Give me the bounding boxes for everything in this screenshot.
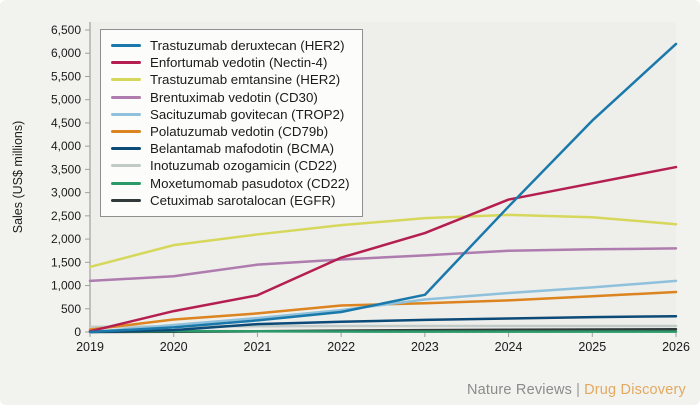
x-tick-label: 2026 (662, 340, 690, 354)
legend-label: Cetuximab sarotalocan (EGFR) (150, 192, 336, 208)
x-tick-label: 2022 (327, 340, 355, 354)
legend-item: Sacituzumab govitecan (TROP2) (111, 106, 350, 123)
x-tick-label: 2020 (160, 340, 188, 354)
legend-label: Trastuzumab emtansine (HER2) (150, 72, 341, 88)
y-tick-label: 3,500 (51, 162, 81, 176)
legend-swatch (111, 130, 141, 134)
x-tick-label: 2023 (411, 340, 439, 354)
x-tick-label: 2025 (578, 340, 606, 354)
legend-swatch (111, 44, 141, 48)
y-tick-label: 0 (74, 325, 81, 339)
y-tick-label: 1,000 (51, 279, 81, 293)
legend-label: Inotuzumab ozogamicin (CD22) (150, 158, 337, 174)
series-line-brentuximab-vedotin-cd30 (88, 247, 678, 283)
legend-label: Belantamab mafodotin (BCMA) (150, 141, 335, 157)
series-line-enfortumab-vedotin-nectin-4 (88, 165, 678, 333)
legend-label: Sacituzumab govitecan (TROP2) (150, 106, 345, 122)
journal-name: Nature Reviews (466, 382, 573, 398)
legend-label: Enfortumab vedotin (Nectin-4) (150, 55, 328, 71)
series-line-trastuzumab-deruxtecan-her2 (88, 42, 678, 334)
x-tick-label: 2024 (495, 340, 523, 354)
y-tick-label: 1,500 (51, 255, 81, 269)
legend-swatch (111, 78, 141, 82)
legend-item: Cetuximab sarotalocan (EGFR) (111, 192, 350, 209)
journal-section: Drug Discovery (584, 382, 686, 398)
y-tick-label: 500 (61, 302, 81, 316)
legend-item: Polatuzumab vedotin (CD79b) (111, 123, 350, 140)
y-tick-label: 4,500 (51, 116, 81, 130)
y-tick-label: 4,000 (51, 139, 81, 153)
y-tick-label: 5,000 (51, 93, 81, 107)
legend-item: Trastuzumab emtansine (HER2) (111, 71, 350, 88)
y-tick-label: 2,500 (51, 209, 81, 223)
series-line-belantamab-mafodotin-bcma (88, 314, 678, 334)
y-tick-label: 5,500 (51, 69, 81, 83)
y-tick-label: 2,000 (51, 232, 81, 246)
series-line-trastuzumab-emtansine-her2 (88, 213, 678, 269)
bottom-strip (0, 405, 700, 415)
legend-label: Trastuzumab deruxtecan (HER2) (150, 38, 345, 54)
legend-item: Trastuzumab deruxtecan (HER2) (111, 37, 350, 54)
legend-swatch (111, 61, 141, 65)
legend-swatch (111, 147, 141, 151)
legend-label: Brentuximab vedotin (CD30) (150, 89, 318, 105)
legend-swatch (111, 95, 141, 99)
legend-item: Brentuximab vedotin (CD30) (111, 89, 350, 106)
footer-separator: | (576, 382, 581, 398)
y-tick-label: 6,500 (51, 23, 81, 37)
legend-label: Moxetumomab pasudotox (CD22) (150, 175, 350, 191)
legend-item: Enfortumab vedotin (Nectin-4) (111, 54, 350, 71)
legend-swatch (111, 181, 141, 185)
x-tick-label: 2019 (76, 340, 104, 354)
x-tick-label: 2021 (244, 340, 272, 354)
legend-swatch (111, 198, 141, 202)
y-tick-label: 3,000 (51, 186, 81, 200)
legend: Trastuzumab deruxtecan (HER2) Enfortumab … (100, 29, 363, 217)
legend-item: Moxetumomab pasudotox (CD22) (111, 175, 350, 192)
series-line-sacituzumab-govitecan-trop2 (88, 279, 678, 334)
legend-label: Polatuzumab vedotin (CD79b) (150, 124, 329, 140)
legend-item: Belantamab mafodotin (BCMA) (111, 140, 350, 157)
journal-credit: Nature Reviews | Drug Discovery (467, 382, 686, 398)
legend-swatch (111, 112, 141, 116)
y-tick-label: 6,000 (51, 46, 81, 60)
legend-item: Inotuzumab ozogamicin (CD22) (111, 157, 350, 174)
legend-swatch (111, 164, 141, 168)
